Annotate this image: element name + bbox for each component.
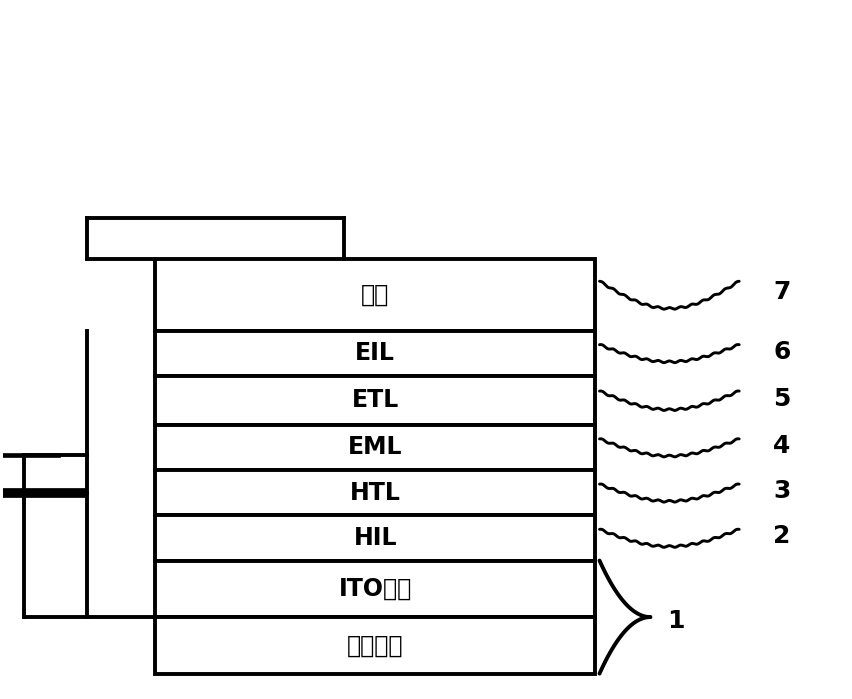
Text: 玻璃基板: 玻璃基板 [347, 633, 404, 657]
Bar [155, 617, 596, 674]
Text: ITO阳极: ITO阳极 [338, 577, 412, 601]
Text: EIL: EIL [355, 341, 395, 366]
Bar [155, 561, 596, 617]
Text: HIL: HIL [354, 526, 397, 550]
Text: ETL: ETL [352, 389, 399, 412]
Text: 6: 6 [773, 340, 791, 363]
Bar [155, 470, 596, 515]
Text: 5: 5 [773, 387, 791, 410]
Text: 7: 7 [773, 280, 791, 304]
Text: 阴极: 阴极 [361, 283, 389, 307]
Text: 1: 1 [667, 609, 685, 633]
Bar [155, 331, 596, 376]
Bar [155, 376, 596, 425]
Text: EML: EML [348, 435, 402, 459]
Text: HTL: HTL [350, 481, 400, 505]
Bar [155, 515, 596, 561]
Text: 2: 2 [773, 524, 791, 548]
Text: 3: 3 [773, 479, 791, 503]
Text: 4: 4 [773, 434, 791, 458]
Bar [155, 425, 596, 470]
Bar [155, 259, 596, 331]
